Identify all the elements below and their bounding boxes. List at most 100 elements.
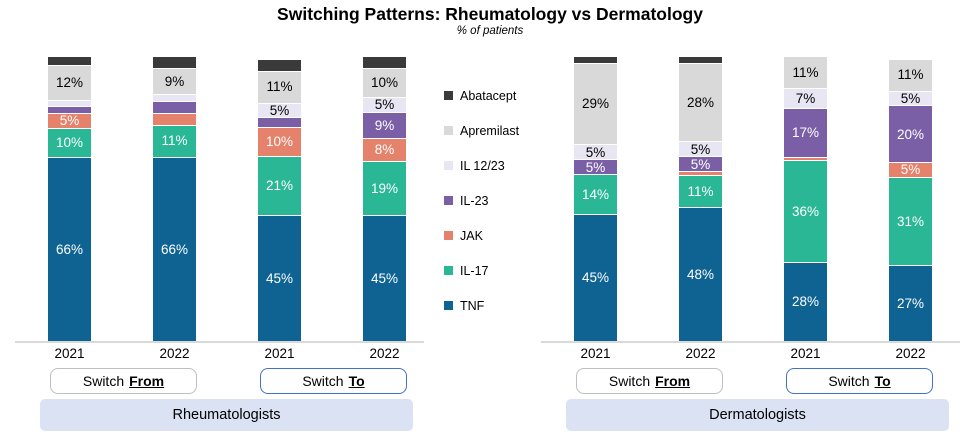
segment-value-label: 5% xyxy=(585,144,606,160)
bar-segment-jak: 10% xyxy=(258,127,301,157)
bar-segment-il-17: 10% xyxy=(48,128,91,158)
bar-segment-abatacept xyxy=(574,57,617,64)
segment-value-label: 5% xyxy=(585,159,606,175)
segment-value-label: 28% xyxy=(686,94,715,110)
switch-label-emphasis: From xyxy=(655,373,691,389)
stacked-bar-dermatologists-to-2022: 27% 31% 5% 20% 5% 11% xyxy=(889,59,932,341)
bar-segment-il-12-23: 5% xyxy=(258,102,301,119)
segment-value-label: 5% xyxy=(374,97,395,113)
segment-value-label: 28% xyxy=(791,294,820,310)
segment-value-label: 20% xyxy=(896,126,925,142)
segment-value-label: 11% xyxy=(792,64,819,80)
bar-segment-il-17: 21% xyxy=(258,156,301,216)
bar-segment-il-23: 5% xyxy=(574,159,617,176)
segment-value-label: 5% xyxy=(269,102,290,118)
panel-rheumatologists: 66% 10% 5% 12% 2021 66% 11% 9% 2022 Switch From 45%… xyxy=(15,0,424,439)
bar-segment-tnf: 45% xyxy=(363,215,406,341)
segment-value-label: 19% xyxy=(370,180,399,196)
bar-segment-jak xyxy=(679,172,722,176)
bar-segment-jak: 5% xyxy=(889,163,932,179)
stacked-bar-rheumatologists-to-2022: 45% 19% 8% 9% 5% 10% xyxy=(363,57,406,341)
bar-segment-il-12-23: 5% xyxy=(889,90,932,107)
segment-value-label: 14% xyxy=(581,187,610,203)
segment-value-label: 11% xyxy=(687,183,714,199)
bar-segment-il-23: 9% xyxy=(363,112,406,139)
bar-segment-abatacept xyxy=(679,56,722,64)
legend-label: TNF xyxy=(460,298,485,313)
bar-segment-apremilast: 11% xyxy=(258,71,301,104)
legend-label: IL-17 xyxy=(460,263,489,278)
switch-label-prefix: Switch xyxy=(82,373,125,389)
segment-value-label: 11% xyxy=(266,79,293,95)
year-tick-label: 2022 xyxy=(369,346,400,361)
year-tick-label: 2022 xyxy=(895,346,926,361)
bar-segment-abatacept xyxy=(363,57,406,70)
bar-segment-apremilast: 11% xyxy=(784,56,827,89)
panel-dermatologists: 45% 14% 5% 5% 29% 2021 48% 11% 5% 5% 28% 2022 Switch… xyxy=(541,0,960,439)
bar-segment-apremilast: 28% xyxy=(679,63,722,143)
segment-value-label: 10% xyxy=(55,134,84,150)
segment-value-label: 5% xyxy=(690,141,711,157)
segment-value-label: 66% xyxy=(160,241,189,257)
segment-value-label: 45% xyxy=(265,270,294,286)
group-label-dermatologists: Dermatologists xyxy=(566,399,949,431)
bar-segment-tnf: 28% xyxy=(784,262,827,341)
group-label-rheumatologists: Rheumatologists xyxy=(40,399,413,431)
segment-value-label: 45% xyxy=(370,270,399,286)
switch-from-label-box: Switch From xyxy=(50,368,197,394)
stacked-bar-dermatologists-from-2021: 45% 14% 5% 5% 29% xyxy=(574,57,617,341)
segment-value-label: 5% xyxy=(59,113,80,129)
year-tick-label: 2022 xyxy=(685,346,716,361)
segment-value-label: 27% xyxy=(896,295,925,311)
switch-label-emphasis: From xyxy=(129,373,165,389)
bar-segment-il-23 xyxy=(258,118,301,128)
bar-segment-il-23: 5% xyxy=(679,157,722,173)
legend-item-il-17: IL-17 xyxy=(444,253,519,288)
switch-label-prefix: Switch xyxy=(828,373,870,389)
bar-segment-tnf: 66% xyxy=(48,157,91,341)
legend-item-jak: JAK xyxy=(444,218,519,253)
year-tick-label: 2021 xyxy=(264,346,295,361)
bar-segment-apremilast: 10% xyxy=(363,69,406,98)
legend-swatch-icon xyxy=(444,266,453,275)
legend-label: Apremilast xyxy=(460,123,520,138)
bar-segment-tnf: 48% xyxy=(679,207,722,341)
bar-segment-jak xyxy=(153,113,196,126)
bar-segment-il-23: 20% xyxy=(889,106,932,164)
legend-swatch-icon xyxy=(444,161,453,170)
chart-title: Switching Patterns: Rheumatology vs Derm… xyxy=(277,4,703,24)
stacked-bar-rheumatologists-from-2021: 66% 10% 5% 12% xyxy=(48,56,91,341)
stacked-bar-rheumatologists-from-2022: 66% 11% 9% xyxy=(153,56,196,341)
bar-segment-il-23 xyxy=(153,101,196,114)
bar-segment-tnf: 45% xyxy=(574,215,617,341)
legend-swatch-icon xyxy=(444,301,453,310)
segment-value-label: 10% xyxy=(265,133,294,149)
legend-label: Abatacept xyxy=(460,88,517,103)
bar-segment-jak: 8% xyxy=(363,138,406,163)
switch-to-label-box: Switch To xyxy=(786,368,933,394)
bar-segment-il-17: 11% xyxy=(679,175,722,208)
switch-label-prefix: Switch xyxy=(608,373,651,389)
bar-segment-il-17: 14% xyxy=(574,175,617,216)
legend-item-abatacept: Abatacept xyxy=(444,78,519,113)
segment-value-label: 8% xyxy=(374,142,395,158)
switch-label-emphasis: To xyxy=(874,373,891,389)
stacked-bar-dermatologists-from-2022: 48% 11% 5% 5% 28% xyxy=(679,56,722,341)
legend-item-tnf: TNF xyxy=(444,288,519,323)
bar-segment-jak xyxy=(784,157,827,162)
bar-segment-jak: 5% xyxy=(48,113,91,129)
switch-label-emphasis: To xyxy=(348,373,365,389)
legend-swatch-icon xyxy=(444,196,453,205)
segment-value-label: 5% xyxy=(900,90,921,106)
switch-from-label-box: Switch From xyxy=(576,368,723,394)
bar-segment-il-12-23: 5% xyxy=(363,97,406,113)
segment-value-label: 12% xyxy=(55,75,84,91)
segment-value-label: 10% xyxy=(370,75,399,91)
year-tick-label: 2021 xyxy=(790,346,821,361)
bar-segment-apremilast: 9% xyxy=(153,69,196,96)
year-tick-label: 2021 xyxy=(54,346,85,361)
legend-swatch-icon xyxy=(444,231,453,240)
bar-segment-abatacept xyxy=(153,56,196,70)
bar-segment-il-12-23: 7% xyxy=(784,88,827,110)
